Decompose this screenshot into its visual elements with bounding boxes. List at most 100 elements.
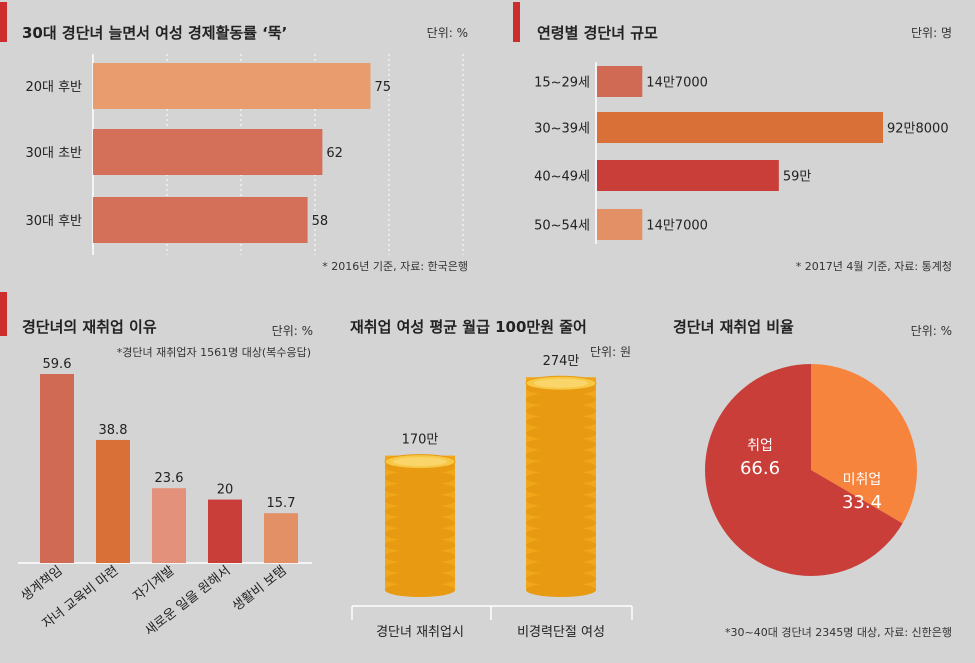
panel2-category-label-1: 30~39세 — [534, 122, 590, 137]
panel3-bar-4 — [264, 513, 298, 563]
panel2-value-label-1: 92만8000 — [887, 122, 949, 137]
panel1-category-label-0: 20대 후반 — [25, 80, 82, 95]
panel5-pie: 취업 66.6 미취업 33.4 — [704, 364, 917, 576]
panel-participation-rate: 30대 경단녀 늘면서 여성 경제활동률 ‘뚝’ 단위: % 20대 후반 75 3… — [22, 24, 468, 273]
panel2-bar-1 — [597, 112, 883, 143]
panel4-coin-edge-1-15 — [526, 415, 596, 429]
panel-reemployment-reasons: 경단녀의 재취업 이유 단위: % *경단녀 재취업자 1561명 대상(복수응… — [18, 318, 313, 639]
panel2-value-label-0: 14만7000 — [646, 76, 708, 91]
panel4-title: 재취업 여성 평균 월급 100만원 줄어 — [350, 318, 587, 336]
panel1-unit: 단위: % — [427, 26, 468, 40]
panel1-bars: 20대 후반 75 30대 초반 62 30대 후반 58 — [25, 63, 391, 243]
panel3-value-label-2: 23.6 — [155, 471, 184, 486]
panel3-category-label-4: 생활비 보탬 — [230, 563, 290, 614]
panel5-source: *30~40대 경단녀 2345명 대상, 자료: 신한은행 — [725, 626, 952, 639]
panel3-unit: 단위: % — [272, 324, 313, 338]
panel1-marker — [0, 2, 7, 42]
panel4-coin-edge-1-13 — [526, 437, 596, 452]
panel2-category-label-3: 50~54세 — [534, 219, 590, 234]
panel4-coin-edge-1-3 — [526, 549, 596, 564]
panel1-title: 30대 경단녀 늘면서 여성 경제활동률 ‘뚝’ — [22, 24, 287, 42]
panel5-slice-value-0: 66.6 — [740, 458, 780, 479]
panel4-coin-edge-0-4 — [385, 538, 455, 553]
panel3-bar-2 — [152, 488, 186, 563]
panel4-coin-edge-1-12 — [526, 448, 596, 463]
panel2-bar-2 — [597, 160, 779, 191]
panel4-coin-edge-1-10 — [526, 471, 596, 485]
panel3-marker — [0, 292, 7, 336]
panel5-slice-label-1: 미취업 — [843, 472, 882, 488]
panel4-coin-edge-1-1 — [526, 571, 596, 586]
panel3-value-label-3: 20 — [217, 483, 234, 498]
panel4-coin-edge-0-3 — [385, 549, 455, 564]
panel4-coin-top-inner-0 — [393, 457, 447, 467]
panel4-coin-edge-1-14 — [526, 426, 596, 441]
panel2-bar-0 — [597, 66, 643, 97]
panel5-slice-label-0: 취업 — [747, 438, 773, 454]
panel3-category-label-2: 자기계발 — [131, 563, 178, 604]
panel2-title: 연령별 경단녀 규모 — [537, 24, 658, 42]
panel2-unit: 단위: 명 — [911, 26, 952, 40]
panel2-value-label-3: 14만7000 — [646, 219, 708, 234]
panel5-slice-1 — [811, 364, 917, 524]
panel1-bar-0 — [93, 63, 371, 109]
panel4-coin-top-inner-1 — [534, 378, 588, 388]
panel4-coin-edge-0-6 — [385, 515, 455, 530]
panel1-category-label-2: 30대 후반 — [25, 214, 82, 229]
panel2-value-label-2: 59만 — [783, 170, 812, 185]
panel4-coin-edge-0-5 — [385, 527, 455, 541]
panel4-coin-edge-0-1 — [385, 571, 455, 586]
panel4-coin-edge-1-6 — [526, 515, 596, 530]
panel5-title: 경단녀 재취업 비율 — [673, 318, 794, 336]
panel5-slice-0 — [704, 364, 903, 576]
panel4-value-label-1: 274만 — [543, 354, 580, 369]
panel2-bars: 15~29세 14만7000 30~39세 92만8000 40~49세 59만 50~54… — [534, 66, 949, 240]
panel4-coin-edge-1-2 — [526, 560, 596, 575]
panel4-coin-edge-1-17 — [526, 392, 596, 407]
panel3-bar-1 — [96, 439, 130, 563]
panel1-category-label-1: 30대 초반 — [25, 146, 82, 161]
panel2-source: * 2017년 4월 기준, 자료: 통계청 — [796, 260, 952, 273]
panel2-marker — [513, 2, 520, 42]
panel3-category-label-0: 생계책임 — [19, 563, 66, 604]
panel2-category-label-0: 15~29세 — [534, 76, 590, 91]
panel3-subtitle: *경단녀 재취업자 1561명 대상(복수응답) — [117, 346, 311, 359]
panel4-coin-edge-1-4 — [526, 538, 596, 553]
panel1-source: * 2016년 기준, 자료: 한국은행 — [322, 260, 468, 273]
panel4-coin-edge-0-10 — [385, 471, 455, 485]
panel4-coin-edge-1-0 — [526, 583, 596, 597]
panel4-category-label-0: 경단녀 재취업시 — [376, 625, 464, 640]
panel3-bar-0 — [40, 374, 74, 563]
panel3-title: 경단녀의 재취업 이유 — [22, 318, 157, 336]
panel3-value-label-1: 38.8 — [99, 423, 128, 438]
panel4-coin-stack-0 — [384, 454, 456, 597]
panel4-coin-stack-1 — [525, 375, 597, 597]
panel5-slice-value-1: 33.4 — [842, 492, 882, 513]
panel4-coin-edge-1-9 — [526, 482, 596, 497]
panel2-bar-3 — [597, 209, 643, 240]
panel4-coin-edge-1-16 — [526, 403, 596, 418]
panel2-category-label-2: 40~49세 — [534, 170, 590, 185]
panel4-category-label-1: 비경력단절 여성 — [517, 625, 605, 640]
panel4-coin-edge-0-9 — [385, 482, 455, 497]
panel4-coin-edge-0-0 — [385, 583, 455, 597]
panel1-bar-1 — [93, 129, 323, 175]
panel4-coin-edge-0-7 — [385, 504, 455, 519]
panel3-bar-3 — [208, 499, 242, 563]
panel1-value-label-2: 58 — [312, 214, 329, 229]
panel3-value-label-0: 59.6 — [43, 357, 72, 372]
panel4-value-label-0: 170만 — [402, 433, 439, 448]
panel4-coin-edge-1-7 — [526, 504, 596, 519]
panel4-coin-edge-1-11 — [526, 459, 596, 474]
panel1-value-label-1: 62 — [326, 146, 343, 161]
panel4-coin-edge-1-8 — [526, 493, 596, 508]
panel4-coin-edge-0-8 — [385, 493, 455, 508]
panel4-coin-edge-1-5 — [526, 527, 596, 541]
panel1-bar-2 — [93, 197, 308, 243]
panel4-coin-edge-0-2 — [385, 560, 455, 575]
